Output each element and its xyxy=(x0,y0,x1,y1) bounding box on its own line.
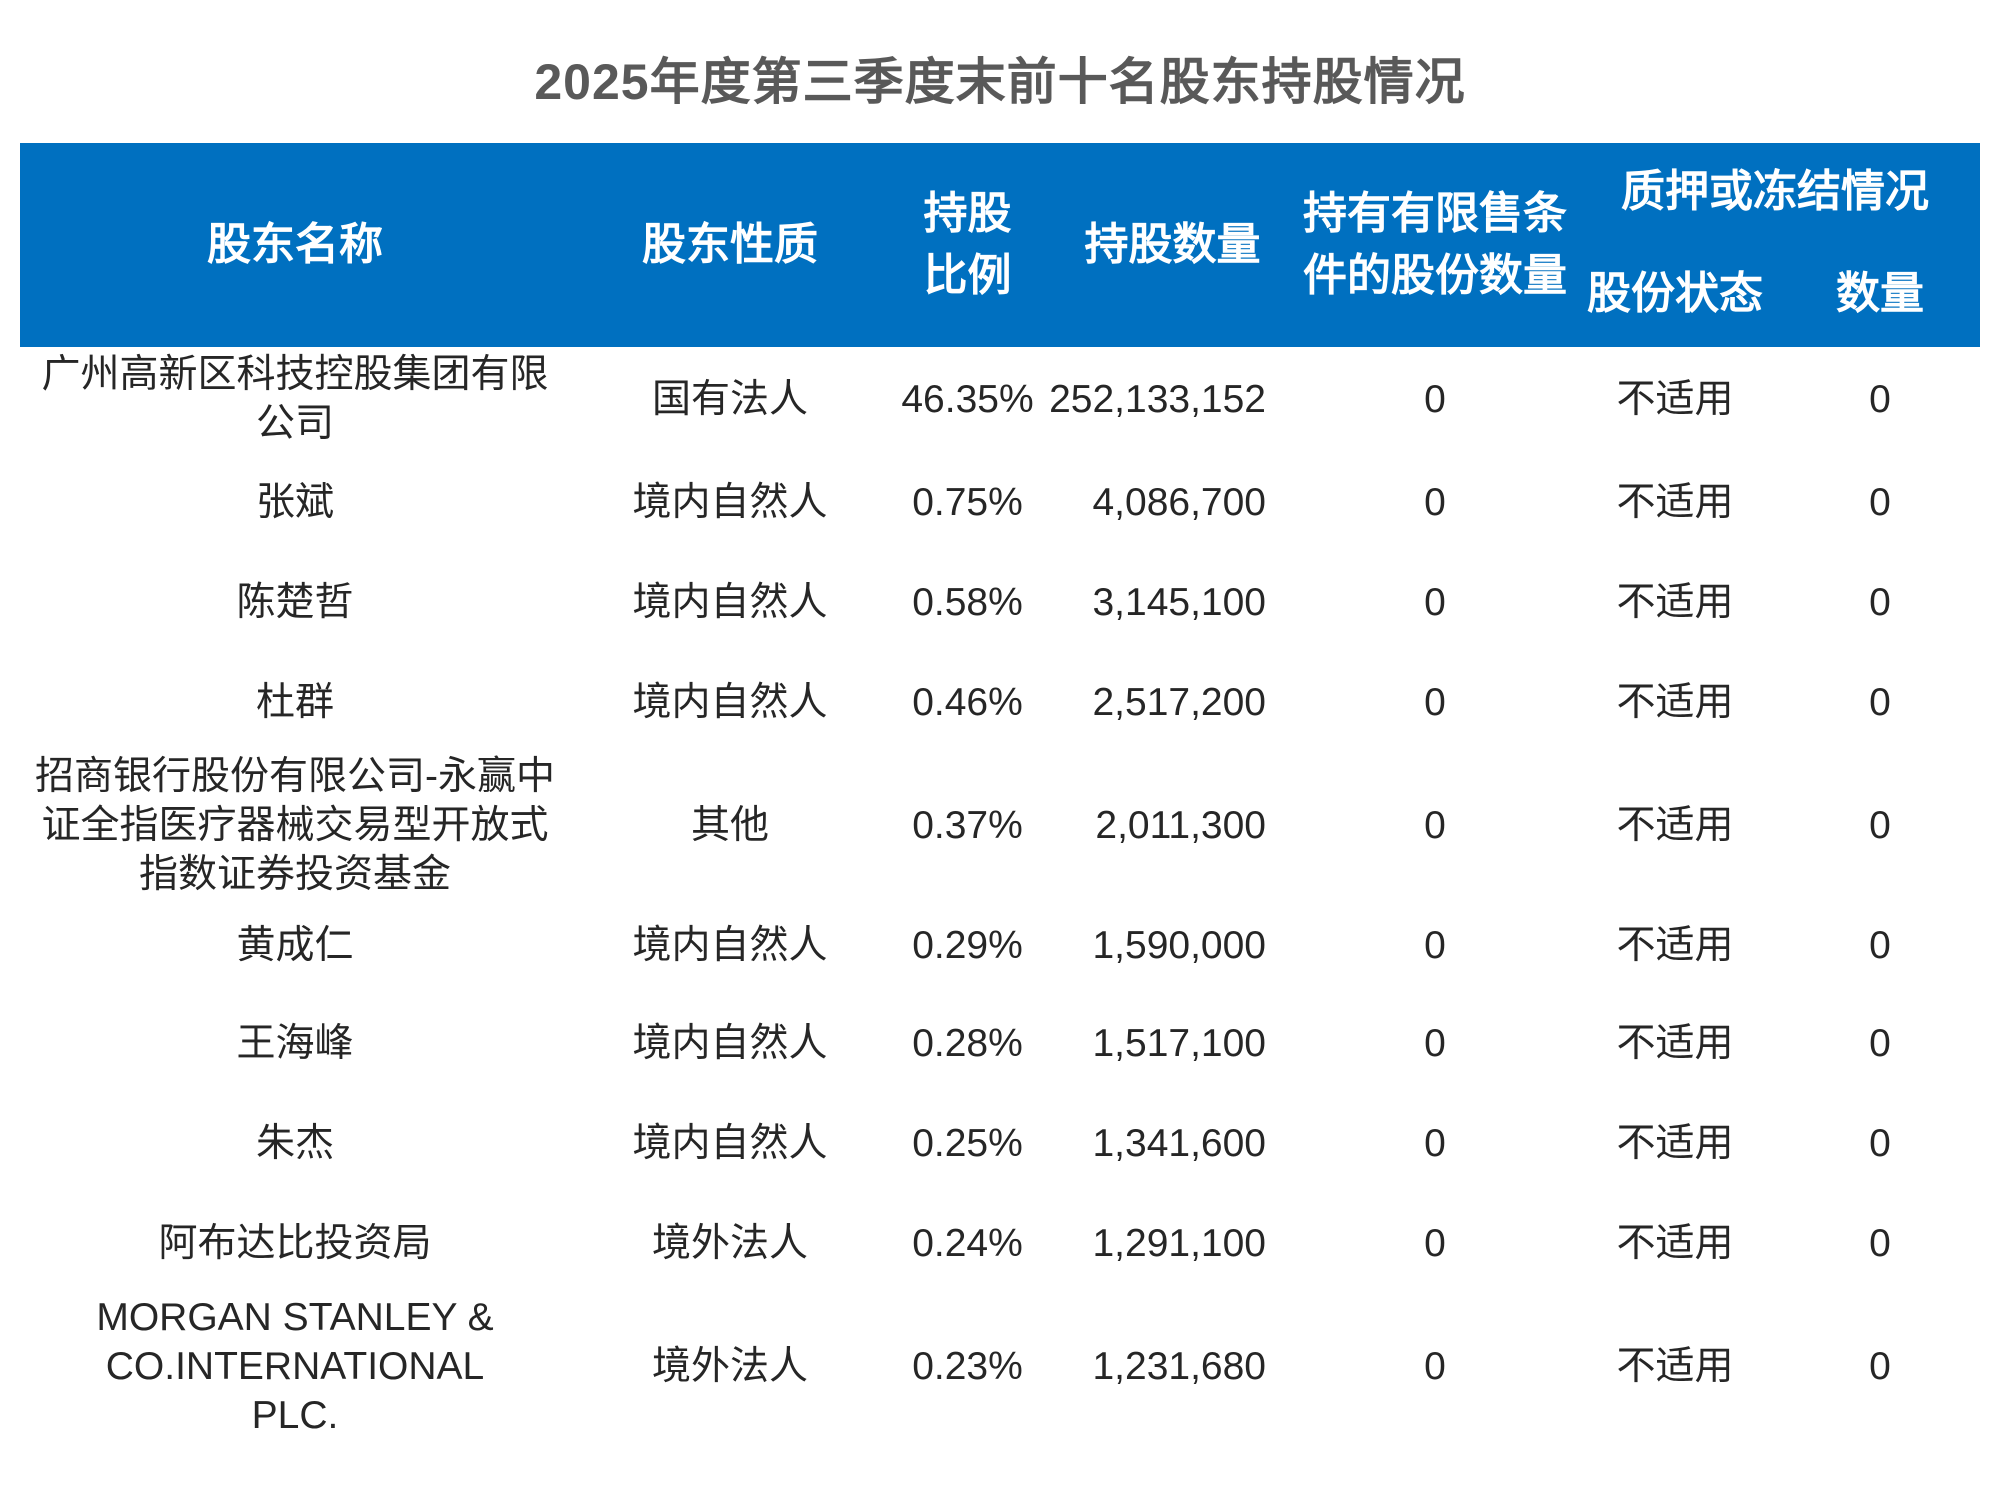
cell-shareholder-nature: 境内自然人 xyxy=(570,994,890,1095)
header-shareholder-name: 股东名称 xyxy=(20,143,570,347)
table-row: 陈楚哲 境内自然人 0.58% 3,145,100 0 不适用 0 xyxy=(20,553,1980,653)
cell-restricted-shares: 0 xyxy=(1300,1294,1570,1441)
table-row: 杜群 境内自然人 0.46% 2,517,200 0 不适用 0 xyxy=(20,653,1980,753)
table-row: 广州高新区科技控股集团有限 公司 国有法人 46.35% 252,133,152… xyxy=(20,347,1980,453)
table-row: 黄成仁 境内自然人 0.29% 1,590,000 0 不适用 0 xyxy=(20,899,1980,995)
cell-shareholder-nature: 境内自然人 xyxy=(570,553,890,653)
header-restricted-shares: 持有有限售条 件的股份数量 xyxy=(1300,143,1570,347)
cell-pledge-status: 不适用 xyxy=(1570,653,1780,753)
cell-restricted-shares: 0 xyxy=(1300,1094,1570,1195)
cell-shares-held: 252,133,152 xyxy=(1045,347,1300,453)
cell-restricted-shares: 0 xyxy=(1300,899,1570,995)
table-body: 广州高新区科技控股集团有限 公司 国有法人 46.35% 252,133,152… xyxy=(20,347,1980,1441)
cell-shareholder-nature: 其他 xyxy=(570,753,890,900)
cell-pledge-status: 不适用 xyxy=(1570,553,1780,653)
cell-holding-ratio: 0.24% xyxy=(890,1194,1045,1295)
cell-shares-held: 1,291,100 xyxy=(1045,1194,1300,1295)
cell-pledge-qty: 0 xyxy=(1780,994,1980,1095)
cell-pledge-qty: 0 xyxy=(1780,753,1980,900)
table-row: MORGAN STANLEY & CO.INTERNATIONAL PLC. 境… xyxy=(20,1294,1980,1441)
cell-shares-held: 1,590,000 xyxy=(1045,899,1300,995)
cell-restricted-shares: 0 xyxy=(1300,453,1570,553)
table-header: 股东名称 股东性质 持股 比例 持股数量 持有有限售条 件的股份数量 质押或冻结… xyxy=(20,143,1980,347)
header-row-top: 股东名称 股东性质 持股 比例 持股数量 持有有限售条 件的股份数量 质押或冻结… xyxy=(20,143,1980,347)
header-pledge-group: 质押或冻结情况 xyxy=(1570,143,1980,241)
cell-pledge-qty: 0 xyxy=(1780,1094,1980,1195)
cell-shareholder-name: 张斌 xyxy=(20,453,570,553)
cell-restricted-shares: 0 xyxy=(1300,1194,1570,1295)
cell-holding-ratio: 0.29% xyxy=(890,899,1045,995)
cell-restricted-shares: 0 xyxy=(1300,553,1570,653)
cell-restricted-shares: 0 xyxy=(1300,753,1570,900)
cell-holding-ratio: 0.37% xyxy=(890,753,1045,900)
cell-shareholder-nature: 境外法人 xyxy=(570,1294,890,1441)
cell-shares-held: 2,517,200 xyxy=(1045,653,1300,753)
cell-holding-ratio: 0.28% xyxy=(890,994,1045,1095)
table-row: 张斌 境内自然人 0.75% 4,086,700 0 不适用 0 xyxy=(20,453,1980,553)
header-holding-ratio: 持股 比例 xyxy=(890,143,1045,347)
header-shares-held: 持股数量 xyxy=(1045,143,1300,347)
cell-shareholder-nature: 境内自然人 xyxy=(570,653,890,753)
cell-shareholder-name: MORGAN STANLEY & CO.INTERNATIONAL PLC. xyxy=(20,1294,570,1441)
cell-pledge-status: 不适用 xyxy=(1570,994,1780,1095)
header-pledge-qty: 数量 xyxy=(1780,241,1980,347)
cell-shareholder-name: 陈楚哲 xyxy=(20,553,570,653)
cell-holding-ratio: 0.58% xyxy=(890,553,1045,653)
cell-pledge-qty: 0 xyxy=(1780,553,1980,653)
cell-shares-held: 3,145,100 xyxy=(1045,553,1300,653)
cell-pledge-qty: 0 xyxy=(1780,347,1980,453)
cell-pledge-status: 不适用 xyxy=(1570,753,1780,900)
cell-shareholder-name: 杜群 xyxy=(20,653,570,753)
cell-shareholder-nature: 国有法人 xyxy=(570,347,890,453)
cell-pledge-status: 不适用 xyxy=(1570,1194,1780,1295)
cell-restricted-shares: 0 xyxy=(1300,994,1570,1095)
cell-pledge-qty: 0 xyxy=(1780,899,1980,995)
cell-shareholder-name: 朱杰 xyxy=(20,1094,570,1195)
header-row-bottom: 股份状态 数量 xyxy=(20,241,1980,347)
cell-shareholder-nature: 境内自然人 xyxy=(570,899,890,995)
cell-pledge-qty: 0 xyxy=(1780,453,1980,553)
table-row: 招商银行股份有限公司-永赢中 证全指医疗器械交易型开放式 指数证券投资基金 其他… xyxy=(20,753,1980,900)
header-pledge-status: 股份状态 xyxy=(1570,241,1780,347)
cell-pledge-status: 不适用 xyxy=(1570,899,1780,995)
cell-pledge-status: 不适用 xyxy=(1570,1294,1780,1441)
cell-restricted-shares: 0 xyxy=(1300,347,1570,453)
cell-pledge-qty: 0 xyxy=(1780,1194,1980,1295)
cell-shareholder-name: 广州高新区科技控股集团有限 公司 xyxy=(20,347,570,453)
cell-shares-held: 2,011,300 xyxy=(1045,753,1300,900)
shareholders-table: 股东名称 股东性质 持股 比例 持股数量 持有有限售条 件的股份数量 质押或冻结… xyxy=(20,143,1980,1441)
cell-holding-ratio: 46.35% xyxy=(890,347,1045,453)
cell-shareholder-nature: 境外法人 xyxy=(570,1194,890,1295)
page-title: 2025年度第三季度末前十名股东持股情况 xyxy=(534,54,1466,110)
cell-shareholder-name: 招商银行股份有限公司-永赢中 证全指医疗器械交易型开放式 指数证券投资基金 xyxy=(20,753,570,900)
table-row: 朱杰 境内自然人 0.25% 1,341,600 0 不适用 0 xyxy=(20,1094,1980,1195)
table-row: 王海峰 境内自然人 0.28% 1,517,100 0 不适用 0 xyxy=(20,994,1980,1095)
cell-holding-ratio: 0.23% xyxy=(890,1294,1045,1441)
cell-shares-held: 1,517,100 xyxy=(1045,994,1300,1095)
cell-shareholder-name: 黄成仁 xyxy=(20,899,570,995)
cell-pledge-status: 不适用 xyxy=(1570,347,1780,453)
cell-shares-held: 1,341,600 xyxy=(1045,1094,1300,1195)
cell-pledge-qty: 0 xyxy=(1780,1294,1980,1441)
cell-restricted-shares: 0 xyxy=(1300,653,1570,753)
cell-pledge-status: 不适用 xyxy=(1570,1094,1780,1195)
cell-pledge-qty: 0 xyxy=(1780,653,1980,753)
cell-shares-held: 1,231,680 xyxy=(1045,1294,1300,1441)
cell-shareholder-name: 阿布达比投资局 xyxy=(20,1194,570,1295)
header-shareholder-nature: 股东性质 xyxy=(570,143,890,347)
cell-shares-held: 4,086,700 xyxy=(1045,453,1300,553)
cell-shareholder-nature: 境内自然人 xyxy=(570,1094,890,1195)
table-row: 阿布达比投资局 境外法人 0.24% 1,291,100 0 不适用 0 xyxy=(20,1194,1980,1295)
cell-pledge-status: 不适用 xyxy=(1570,453,1780,553)
cell-shareholder-nature: 境内自然人 xyxy=(570,453,890,553)
cell-shareholder-name: 王海峰 xyxy=(20,994,570,1095)
cell-holding-ratio: 0.46% xyxy=(890,653,1045,753)
cell-holding-ratio: 0.75% xyxy=(890,453,1045,553)
cell-holding-ratio: 0.25% xyxy=(890,1094,1045,1195)
